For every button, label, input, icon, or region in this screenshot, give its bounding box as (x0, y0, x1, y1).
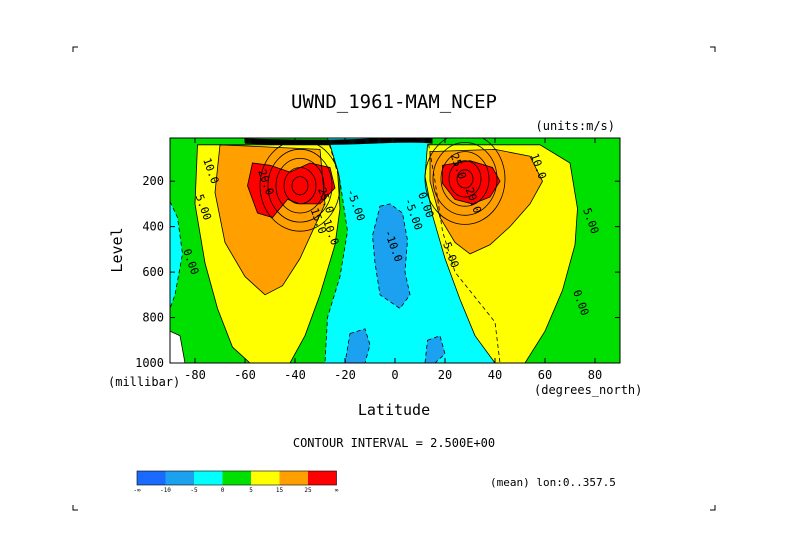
jet-contour-1-5 (424, 138, 506, 225)
x-tick-label-6: 40 (488, 368, 502, 382)
band-neg5-10-upper (372, 203, 410, 309)
colorbar-level-0: -∞ (133, 487, 141, 494)
jet-contour-0-4 (267, 148, 333, 223)
strat-contour-6 (244, 140, 433, 144)
y-tick-label-1: 400 (142, 220, 164, 234)
y-tick-label-0: 200 (142, 174, 164, 188)
contour-interval-text: CONTOUR INTERVAL = 2.500E+00 (293, 436, 495, 450)
strat-contour-9 (244, 141, 433, 145)
colorbar-swatch-2 (194, 471, 223, 485)
colorbar: -∞ -10 -5 0 5 15 25 ∞ (133, 470, 339, 494)
colorbar-level-5: 15 (276, 487, 284, 494)
crop-marks (72, 46, 716, 511)
colorbar-level-4: 5 (249, 487, 253, 494)
band-neg0-5-south-line (170, 201, 183, 309)
band-neg0-5-tropics-line (324, 138, 501, 363)
x-tick-label-4: 0 (391, 368, 398, 382)
colorbar-frame (136, 470, 337, 486)
colorbar-swatch-4 (251, 471, 280, 485)
colorbar-level-1: -10 (160, 487, 171, 494)
band-15-25-south-line (214, 144, 326, 296)
chart-title: UWND_1961-MAM_NCEP (291, 91, 497, 113)
colorbar-swatch-0 (137, 471, 166, 485)
colorbar-level-7: ∞ (335, 487, 339, 494)
band-neg5-10-sfc-a (345, 328, 370, 363)
strat-contour-3 (244, 138, 433, 142)
y-tick-label-3: 800 (142, 311, 164, 325)
x-tick-label-1: -60 (234, 368, 256, 382)
x-units-label: (degrees_north) (534, 383, 642, 397)
band-gt25-north-line (442, 160, 501, 205)
jet-contour-1-4 (432, 142, 498, 216)
colorbar-swatch-6 (308, 471, 337, 485)
strat-contour-4 (244, 139, 433, 143)
x-axis-title: Latitude (358, 401, 430, 419)
contour-plot-area: 10.05.000.0020.025.015.010.0-5.00-10.0-5… (170, 138, 620, 363)
band-5-15-north-line (424, 144, 578, 363)
jet-contour-0-3 (275, 157, 325, 214)
band-neg5-10-sfc-b (425, 335, 445, 363)
x-tick-label-3: -20 (334, 368, 356, 382)
jet-contour-1-3 (440, 151, 490, 207)
band-missing-south-line (170, 330, 186, 363)
colorbar-level-3: 0 (221, 487, 225, 494)
y-units-label: (millibar) (108, 375, 180, 389)
colorbar-swatch-5 (279, 471, 308, 485)
colorbar-swatch-3 (222, 471, 251, 485)
band-gt25-south-line (247, 162, 336, 218)
strat-contour-0 (244, 138, 433, 141)
y-axis-title: Level (108, 227, 126, 272)
strat-contour-2 (244, 138, 433, 142)
x-tick-label-2: -40 (284, 368, 306, 382)
colorbar-level-2: -5 (190, 487, 198, 494)
band-neg0-5-tropics (325, 138, 500, 363)
x-tick-label-8: 80 (588, 368, 602, 382)
jet-contour-1-2 (448, 160, 482, 198)
x-tick-label-0: -80 (184, 368, 206, 382)
band-5-15-south-line (194, 144, 341, 363)
x-tick-label-5: 20 (438, 368, 452, 382)
x-tick-label-7: 60 (538, 368, 552, 382)
jet-contour-0-2 (283, 167, 317, 205)
band-neg5-10-sfc-b-line (424, 335, 446, 363)
band-15-25-north-line (429, 148, 543, 255)
units-label: (units:m/s) (536, 119, 615, 133)
mean-note: (mean) lon:0..357.5 (490, 476, 616, 489)
y-tick-label-2: 600 (142, 265, 164, 279)
band-neg5-10-upper-line (372, 203, 411, 310)
colorbar-swatch-1 (165, 471, 194, 485)
colorbar-level-6: 25 (304, 487, 312, 494)
band-neg0-5-south (170, 201, 183, 309)
jet-contour-1-1 (456, 169, 474, 189)
strat-contour-5 (244, 139, 433, 143)
y-tick-label-4: 1000 (135, 356, 164, 370)
jet-contour-0-1 (291, 176, 309, 196)
strat-contour-8 (244, 141, 433, 145)
strat-contour-7 (244, 140, 433, 144)
band-missing-south (170, 331, 185, 363)
